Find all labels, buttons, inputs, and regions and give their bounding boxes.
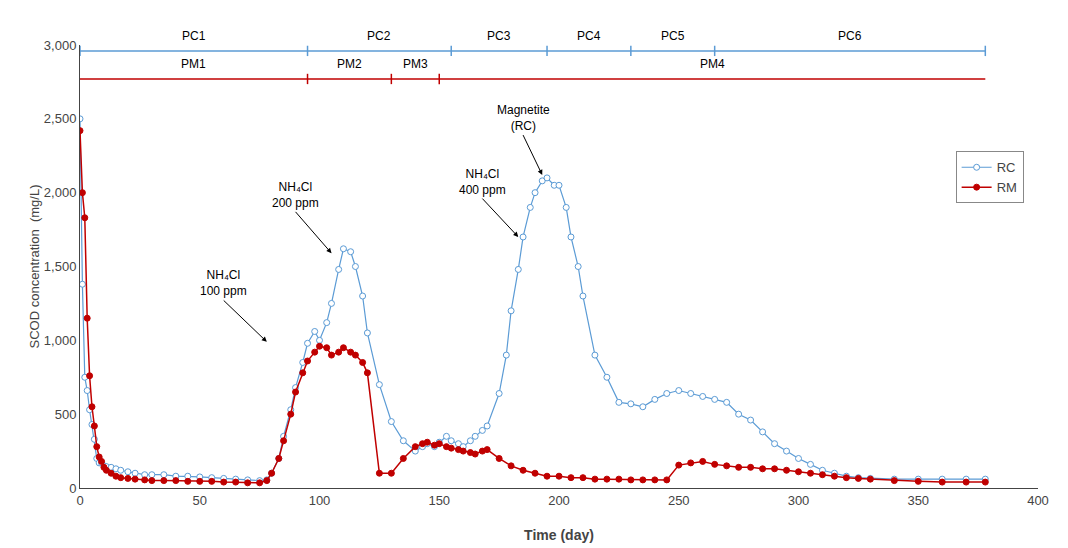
svg-text:NH₄Cl100 ppm: NH₄Cl100 ppm xyxy=(200,268,247,298)
svg-text:RM: RM xyxy=(997,180,1017,195)
svg-text:400: 400 xyxy=(1027,493,1049,508)
svg-text:PM1: PM1 xyxy=(181,57,206,71)
svg-text:1,000: 1,000 xyxy=(44,333,77,348)
svg-text:250: 250 xyxy=(668,493,690,508)
svg-text:SCOD concentration (mg/L): SCOD concentration (mg/L) xyxy=(27,184,42,348)
svg-text:2,500: 2,500 xyxy=(44,111,77,126)
svg-text:Time (day): Time (day) xyxy=(524,527,594,543)
svg-text:PM4: PM4 xyxy=(700,57,725,71)
svg-text:150: 150 xyxy=(428,493,450,508)
svg-text:200: 200 xyxy=(548,493,570,508)
svg-text:1,500: 1,500 xyxy=(44,259,77,274)
svg-text:3,000: 3,000 xyxy=(44,38,77,53)
svg-text:50: 50 xyxy=(193,493,207,508)
svg-text:PM2: PM2 xyxy=(337,57,362,71)
svg-text:0: 0 xyxy=(69,481,76,496)
svg-text:NH₄Cl400 ppm: NH₄Cl400 ppm xyxy=(459,167,506,197)
svg-text:NH₄Cl200 ppm: NH₄Cl200 ppm xyxy=(272,180,319,210)
svg-text:PC2: PC2 xyxy=(367,29,391,43)
svg-text:350: 350 xyxy=(907,493,929,508)
svg-text:500: 500 xyxy=(55,407,77,422)
svg-text:RC: RC xyxy=(997,160,1016,175)
svg-text:300: 300 xyxy=(788,493,810,508)
svg-text:PC6: PC6 xyxy=(838,29,862,43)
svg-text:PM3: PM3 xyxy=(403,57,428,71)
svg-text:0: 0 xyxy=(76,493,83,508)
svg-text:100: 100 xyxy=(309,493,331,508)
svg-text:PC5: PC5 xyxy=(661,29,685,43)
svg-text:Magnetite(RC): Magnetite(RC) xyxy=(497,103,550,133)
svg-text:PC1: PC1 xyxy=(182,29,206,43)
svg-text:PC3: PC3 xyxy=(487,29,511,43)
svg-text:PC4: PC4 xyxy=(577,29,601,43)
svg-text:2,000: 2,000 xyxy=(44,185,77,200)
